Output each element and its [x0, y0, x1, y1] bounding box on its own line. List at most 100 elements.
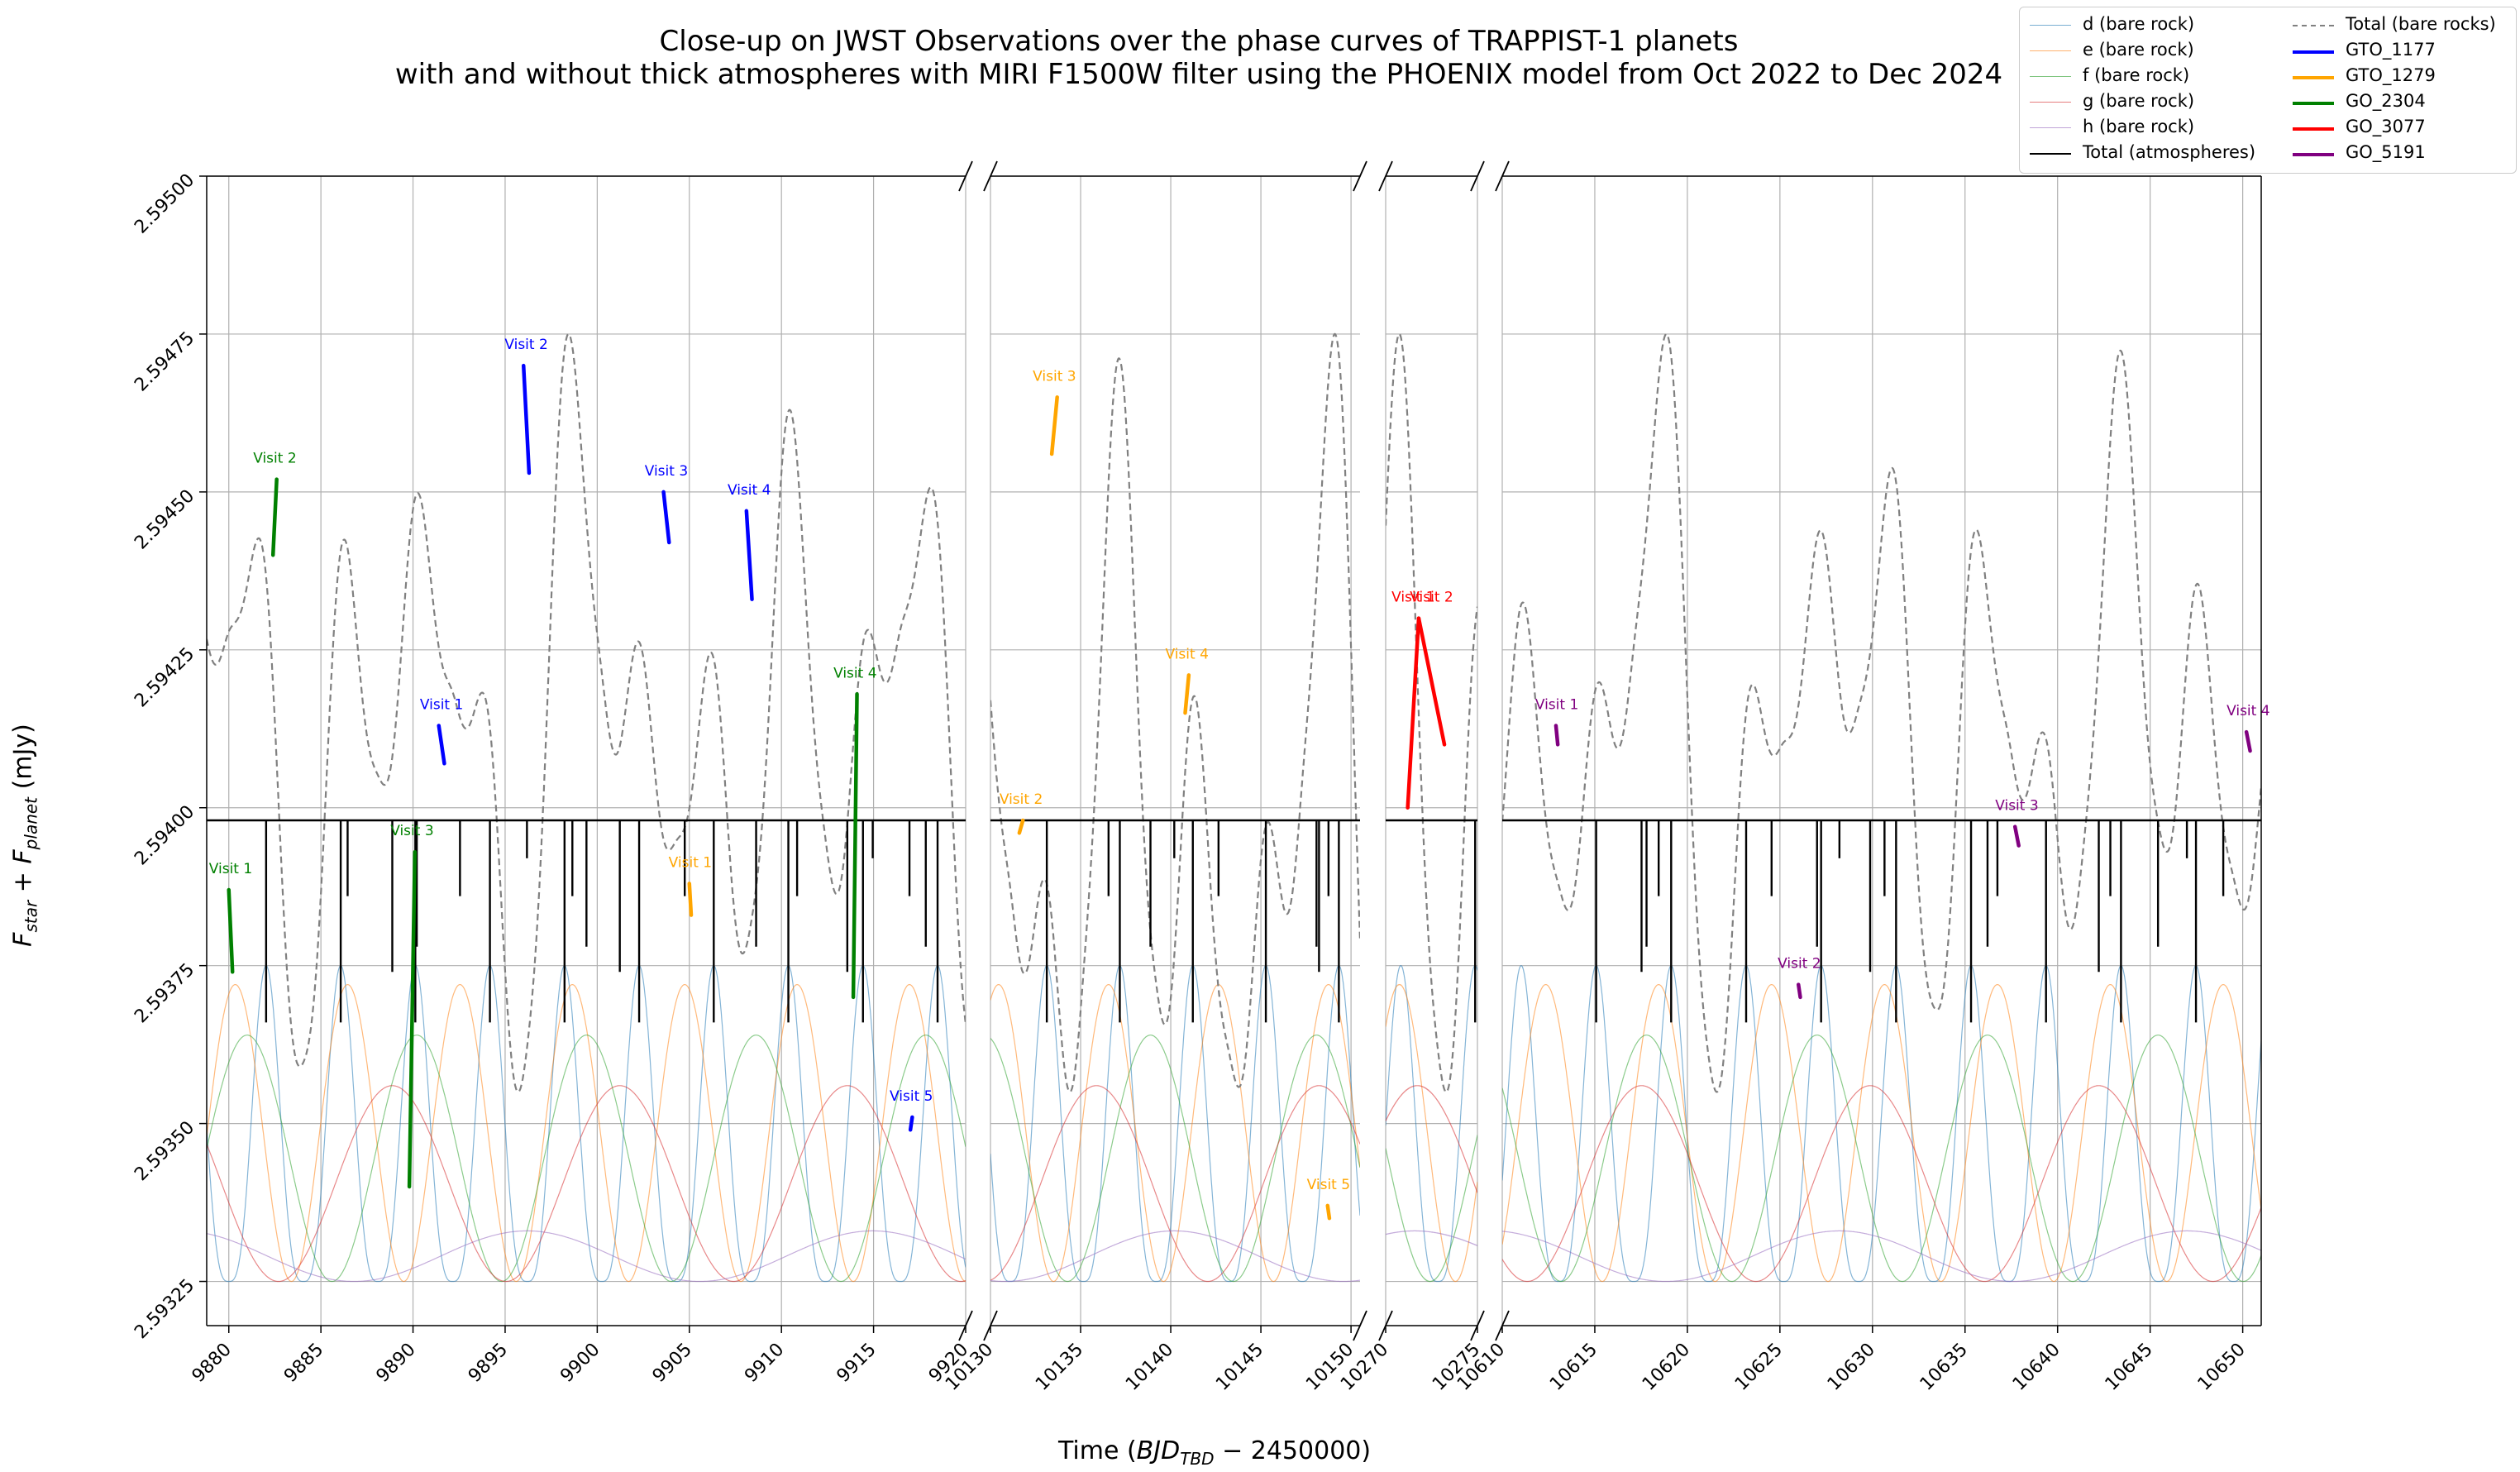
y-tick-label: 2.59500 [131, 170, 198, 238]
phase-curve-g [207, 1085, 966, 1283]
panel-curves [1502, 332, 2261, 1283]
observation-label: Visit 4 [728, 482, 771, 499]
phase-curve-g [1502, 1085, 2261, 1283]
x-tick-label: 9910 [741, 1340, 788, 1387]
x-tick-label: 9900 [556, 1340, 604, 1387]
observation-label: Visit 2 [504, 337, 547, 353]
observation-GO_2304 [851, 692, 859, 1000]
legend-label: GTO_1177 [2346, 40, 2436, 60]
y-tick-label: 2.59425 [131, 643, 198, 711]
observation-label: Visit 3 [1995, 798, 2038, 815]
observation-label: Visit 4 [1165, 646, 1208, 662]
phase-curve-f [1502, 1035, 2261, 1283]
phase-curve-e [1386, 984, 1477, 1283]
total-bare-rocks-curve [1502, 332, 2261, 1093]
x-tick-label: 10135 [1032, 1340, 1087, 1395]
total-bare-rocks-curve [1386, 332, 1477, 1093]
phase-curve-f [1386, 1135, 1477, 1283]
axis-break-mark [983, 160, 998, 192]
y-tick-label: 2.59400 [131, 801, 198, 869]
x-tick-label: 9880 [189, 1340, 236, 1387]
x-tick-label: 9895 [465, 1340, 512, 1387]
observation-label: Visit 2 [1410, 590, 1453, 606]
observation-GO_5191 [1796, 982, 1802, 1000]
x-tick-label: 10650 [2194, 1340, 2250, 1395]
x-tick-label: 10630 [1824, 1340, 1879, 1395]
observation-label: Visit 1 [209, 861, 252, 877]
total-bare-rocks-curve [207, 332, 966, 1093]
legend-label: GTO_1279 [2346, 65, 2436, 85]
panel-1: Visit 1 Visit 2 Visit 3 Visit 4 Visit 1 Visit… [189, 160, 973, 1387]
y-tick-label: 2.59375 [131, 959, 198, 1027]
legend-swatch [2293, 127, 2334, 131]
panel-curves [990, 332, 1360, 1283]
legend-swatch [2030, 76, 2071, 77]
observation-GTO_1279 [1017, 818, 1025, 835]
x-tick-label: 10640 [2009, 1340, 2064, 1395]
observation-label: Visit 1 [1391, 590, 1434, 606]
x-tick-label: 9890 [373, 1340, 420, 1387]
observation-label: Visit 5 [890, 1088, 933, 1105]
observation-GTO_1177 [661, 490, 671, 545]
x-tick-label: 10620 [1639, 1340, 1694, 1395]
observation-GO_3077 [1406, 616, 1421, 810]
x-tick-label: 10635 [1916, 1340, 1972, 1395]
legend-swatch [2030, 153, 2071, 155]
phase-curve-g [1386, 1085, 1477, 1193]
legend-swatch [2293, 25, 2334, 26]
legend-label: e (bare rock) [2083, 40, 2194, 60]
phase-curve-f [207, 1035, 966, 1283]
axis-break-mark [1378, 160, 1393, 192]
legend-label: Total (atmospheres) [2083, 142, 2256, 162]
observation-GTO_1279 [1183, 673, 1191, 715]
observation-label: Visit 1 [420, 696, 463, 713]
legend-swatch [2030, 25, 2071, 26]
legend-swatch [2293, 102, 2334, 105]
observation-GTO_1177 [908, 1115, 914, 1132]
x-axis-label: Time (BJDTBD − 2450000) [1058, 1436, 1372, 1469]
phase-curve-e [1502, 983, 2261, 1283]
chart-title-line-1: Close-up on JWST Observations over the p… [659, 25, 1739, 58]
observation-GO_3077 [1416, 616, 1447, 747]
legend-swatch [2293, 76, 2334, 79]
observation-GTO_1177 [521, 363, 532, 476]
observation-GTO_1177 [437, 724, 446, 766]
observation-label: Visit 3 [645, 463, 688, 480]
legend-label: GO_3077 [2346, 117, 2426, 136]
axis-break-mark [1353, 1310, 1367, 1341]
observation-GO_5191 [2244, 729, 2252, 753]
legend-label: Total (bare rocks) [2346, 14, 2496, 34]
observation-label: Visit 3 [1033, 368, 1076, 385]
axis-break-mark [1353, 160, 1367, 192]
legend-label: h (bare rock) [2083, 117, 2195, 136]
phase-curve-e [990, 984, 1360, 1283]
axis-break-mark [1495, 160, 1510, 192]
phase-curve-h [990, 1230, 1360, 1283]
panel-curves [207, 332, 966, 1283]
observation-GO_2304 [227, 887, 235, 974]
y-tick-label: 2.59475 [131, 327, 198, 395]
observation-GO_2304 [270, 477, 279, 557]
phase-curve-f [990, 1035, 1360, 1283]
x-tick-label: 10140 [1122, 1340, 1177, 1395]
legend-label: g (bare rock) [2083, 91, 2195, 111]
observation-label: Visit 5 [1307, 1177, 1350, 1193]
legend-label: GO_2304 [2346, 91, 2426, 111]
total-bare-rocks-curve [990, 332, 1360, 1093]
observation-GO_5191 [1554, 724, 1560, 747]
phase-curve-g [990, 1085, 1360, 1283]
x-tick-label: 9915 [833, 1340, 881, 1387]
observation-label: Visit 2 [1000, 791, 1043, 808]
x-tick-label: 10145 [1212, 1340, 1267, 1395]
legend-swatch [2293, 50, 2334, 54]
phase-curve-e [207, 983, 966, 1283]
observation-GTO_1279 [1049, 395, 1059, 456]
x-tick-label: 9905 [649, 1340, 696, 1387]
legend-swatch [2293, 153, 2334, 156]
legend: d (bare rock) e (bare rock) f (bare rock) g… [2019, 7, 2517, 174]
observation-label: Visit 1 [1535, 696, 1578, 713]
